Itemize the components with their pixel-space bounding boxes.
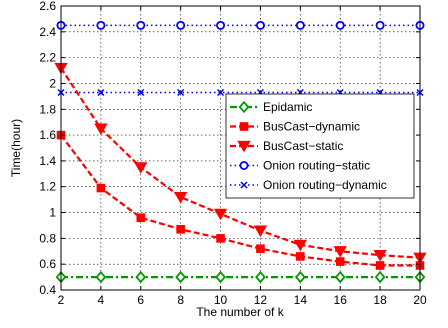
series-4-point (96, 20, 106, 30)
x-tick-label: 20 (413, 293, 427, 307)
axis-ticks: 2 4 6 8 10 12 14 16 18 20 0.4 0.6 0.8 1 1.2 1.4 1.6 1.8 2 2… (39, 0, 427, 307)
series-3-point (94, 123, 108, 136)
legend-entry-5: Onion routing−dynamic (230, 178, 387, 192)
series-2-point (256, 244, 265, 253)
x-tick-label: 8 (177, 293, 184, 307)
legend-marker (239, 160, 249, 170)
legend-marker (238, 100, 250, 114)
series-4 (56, 20, 425, 30)
series-5-point (137, 88, 145, 97)
series-1 (55, 270, 426, 284)
series-2-point (375, 261, 385, 270)
y-tick-label: 1.4 (39, 154, 56, 168)
series-3-point (333, 246, 347, 258)
series-2-point (176, 225, 185, 234)
legend-entry-4: Onion routing−static (230, 159, 370, 173)
legend-entry-1: Epidamic (230, 100, 312, 114)
series-5-point (97, 88, 105, 97)
y-axis-title: Time(hour) (9, 119, 23, 177)
y-tick-label: 0.6 (39, 257, 56, 271)
x-axis-title: The number of k (196, 305, 284, 319)
plot-area-frame (60, 5, 421, 291)
x-tick-label: 14 (294, 293, 308, 307)
series-5-point (177, 88, 185, 97)
legend-label: Onion routing−static (263, 159, 370, 173)
series-5-point (217, 88, 225, 97)
series-2-point (296, 252, 305, 261)
series-4-point (136, 20, 146, 30)
x-tick-label: 18 (373, 293, 387, 307)
series-3-point (213, 208, 228, 221)
series-4-point (216, 20, 226, 30)
x-marker-stroke (97, 88, 105, 97)
legend-label: Onion routing−dynamic (263, 178, 387, 192)
series-4-point (335, 20, 345, 30)
x-tick-label: 4 (98, 293, 105, 307)
x-tick-label: 6 (137, 293, 144, 307)
y-tick-label: 1.2 (39, 180, 56, 194)
series-3-line (60, 67, 421, 259)
y-tick-label: 2.2 (39, 51, 56, 65)
x-marker-stroke (137, 88, 145, 97)
series-1-point (95, 270, 107, 284)
legend-marker (237, 140, 251, 153)
series-3-point (134, 162, 148, 174)
series-2-point (136, 213, 146, 223)
legend-marker (240, 181, 248, 189)
y-tick-label: 0.8 (39, 231, 56, 245)
series-4-point (295, 20, 305, 30)
legend-marker (239, 122, 249, 131)
series-4-point (255, 20, 265, 30)
x-tick-label: 16 (334, 293, 348, 307)
series-3-point (373, 250, 387, 262)
series-1-point (294, 270, 306, 284)
series-3-point (293, 239, 308, 252)
series-4-point (375, 20, 385, 30)
series-2-point (96, 183, 106, 193)
series-1-point (255, 270, 266, 284)
series-1-point (374, 270, 386, 284)
legend: Epidamic BusCast−dynamic BusCast−static Oni… (225, 93, 415, 199)
x-marker-stroke (217, 88, 225, 97)
series-3 (54, 62, 427, 265)
y-tick-label: 2 (49, 76, 56, 90)
series-4-point (176, 20, 186, 30)
series-2-point (335, 257, 345, 266)
series-1-point (135, 270, 147, 284)
y-tick-label: 1 (49, 206, 56, 220)
legend-entry-2: BusCast−dynamic (230, 120, 360, 134)
x-tick-label: 12 (254, 293, 268, 307)
y-tick-label: 1.8 (39, 102, 56, 116)
legend-entry-3: BusCast−static (230, 139, 343, 153)
series-1-point (215, 270, 226, 284)
series-2-line (60, 134, 420, 267)
legend-label: BusCast−static (263, 139, 343, 153)
y-tick-label: 1.6 (39, 128, 56, 142)
y-tick-label: 2.6 (39, 0, 56, 13)
series-3-point (253, 225, 268, 238)
series-1-point (334, 270, 346, 284)
series-lines (54, 20, 427, 284)
x-marker-stroke (240, 181, 248, 189)
x-tick-label: 2 (58, 293, 65, 307)
series-3-point (173, 191, 188, 204)
x-marker-stroke (177, 88, 185, 97)
series-2-point (216, 234, 225, 243)
x-tick-label: 10 (214, 293, 228, 307)
legend-label: BusCast−dynamic (263, 120, 360, 134)
y-tick-label: 2.4 (39, 25, 56, 39)
series-1-point (175, 270, 187, 284)
y-tick-label: 0.4 (39, 283, 56, 297)
legend-label: Epidamic (263, 100, 312, 114)
